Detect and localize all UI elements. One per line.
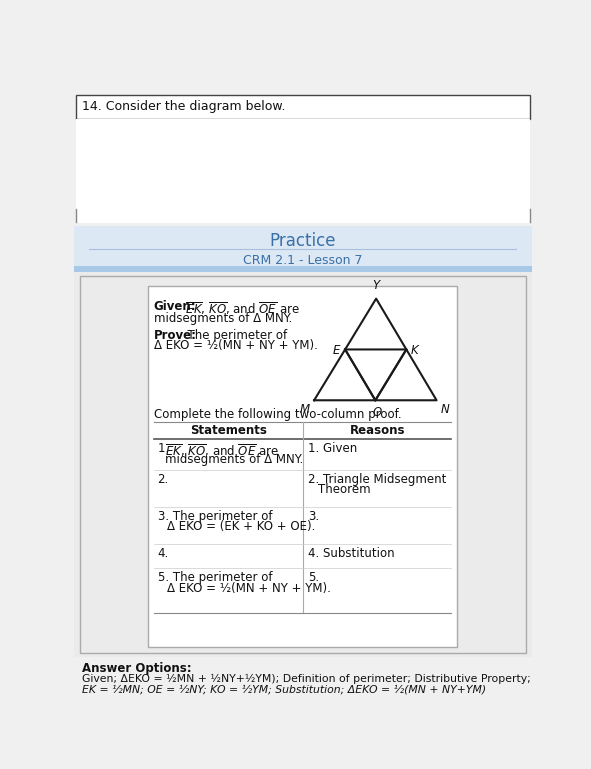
Bar — [148, 286, 457, 647]
Text: Given; ΔEKO = ½MN + ½NY+½YM); Definition of perimeter; Distributive Property;: Given; ΔEKO = ½MN + ½NY+½YM); Definition… — [82, 674, 530, 684]
Text: 5. The perimeter of: 5. The perimeter of — [158, 571, 272, 584]
Text: 5.: 5. — [308, 571, 319, 584]
Text: 4.: 4. — [158, 547, 169, 560]
Text: EK = ½MN; OE = ½NY; KO = ½YM; Substitution; ΔEKO = ½(MN + NY+YM): EK = ½MN; OE = ½NY; KO = ½YM; Substituti… — [82, 684, 486, 694]
Text: Δ EKO = ½(MN + NY + YM).: Δ EKO = ½(MN + NY + YM). — [167, 582, 331, 595]
Text: $\overline{EK}$, $\overline{KO}$, and $\overline{OE}$ are: $\overline{EK}$, $\overline{KO}$, and $\… — [181, 300, 299, 317]
Bar — [74, 266, 532, 272]
Text: Prove:: Prove: — [154, 328, 197, 341]
Text: 2.: 2. — [158, 473, 169, 486]
Text: Reasons: Reasons — [349, 424, 405, 437]
Text: $\overline{EK}$, $\overline{KO}$, and $\overline{OE}$ are: $\overline{EK}$, $\overline{KO}$, and $\… — [165, 442, 279, 459]
Text: K: K — [410, 344, 418, 357]
Text: Practice: Practice — [269, 232, 336, 250]
Text: E: E — [333, 344, 340, 357]
Bar — [80, 275, 526, 653]
Text: 1. Given: 1. Given — [308, 442, 357, 454]
Text: 14. Consider the diagram below.: 14. Consider the diagram below. — [82, 101, 285, 113]
Text: M: M — [300, 404, 310, 416]
Text: 3. The perimeter of: 3. The perimeter of — [158, 510, 272, 523]
Text: Answer Options:: Answer Options: — [82, 662, 191, 675]
Text: 3.: 3. — [308, 510, 319, 523]
Text: Δ EKO = ½(MN + NY + YM).: Δ EKO = ½(MN + NY + YM). — [154, 339, 317, 352]
Bar — [76, 95, 530, 119]
Text: Δ EKO = (EK + KO + OE).: Δ EKO = (EK + KO + OE). — [167, 521, 315, 534]
Text: 2. Triangle Midsegment: 2. Triangle Midsegment — [308, 473, 446, 486]
Bar — [76, 119, 530, 223]
Text: 1.: 1. — [158, 442, 173, 454]
Text: O: O — [372, 407, 382, 419]
Text: N: N — [440, 404, 449, 416]
Text: Theorem: Theorem — [318, 484, 371, 497]
Text: Statements: Statements — [190, 424, 267, 437]
Text: midsegments of Δ MNY.: midsegments of Δ MNY. — [154, 311, 292, 325]
Text: Given:: Given: — [154, 300, 196, 313]
Bar — [74, 226, 532, 266]
Text: Y: Y — [372, 279, 379, 292]
Text: 4. Substitution: 4. Substitution — [308, 547, 395, 560]
Text: Complete the following two-column proof.: Complete the following two-column proof. — [154, 408, 401, 421]
Bar — [74, 272, 532, 657]
Text: The perimeter of: The perimeter of — [180, 328, 287, 341]
Text: CRM 2.1 - Lesson 7: CRM 2.1 - Lesson 7 — [243, 254, 362, 267]
Text: midsegments of Δ MNY.: midsegments of Δ MNY. — [165, 453, 304, 466]
